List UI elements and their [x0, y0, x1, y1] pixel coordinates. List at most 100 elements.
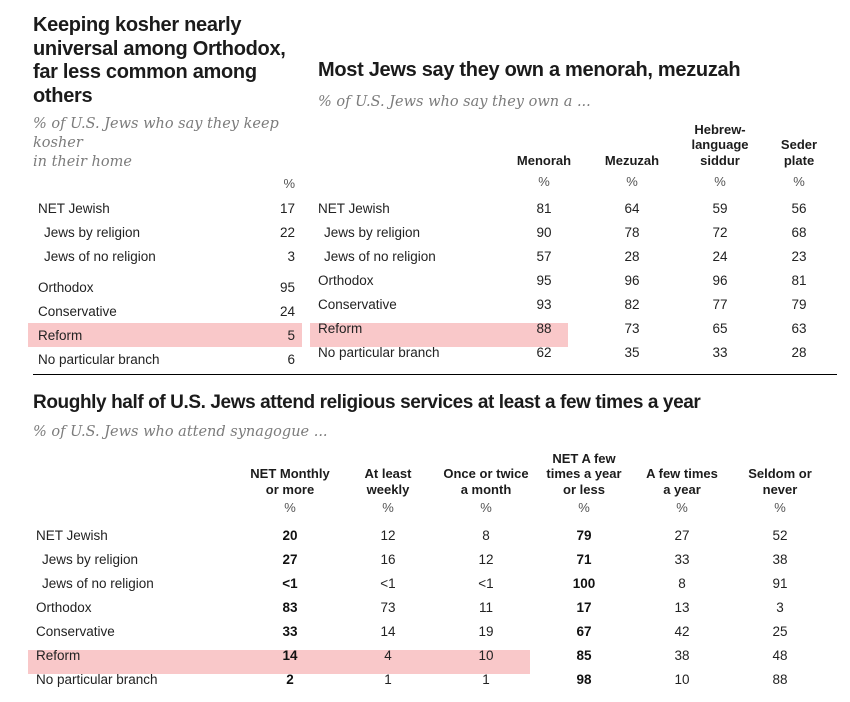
- value-cell: 52: [772, 527, 788, 543]
- value-cell: 90: [536, 224, 552, 240]
- row-label: Orthodox: [36, 599, 92, 615]
- value-cell: 72: [712, 224, 728, 240]
- ownership-column-headers: Menorah Mezuzah Hebrew- language siddur …: [310, 114, 844, 168]
- attendance-percent-row: % % % % % %: [28, 500, 829, 515]
- table-row: Orthodox 95: [28, 275, 302, 299]
- value-cell: 1: [384, 671, 392, 687]
- value-cell: 65: [712, 320, 728, 336]
- table-row: NET Jewish 81 64 59 56: [310, 196, 844, 220]
- kosher-table-subtitle: % of U.S. Jews who say they keep kosher …: [33, 116, 279, 170]
- table-row: No particular branch 6: [28, 347, 302, 371]
- percent-header: %: [676, 500, 688, 515]
- column-header: NET Monthly or more: [250, 466, 330, 497]
- table-row: Jews by religion 27 16 12 71 33 38: [28, 547, 829, 571]
- kosher-table: NET Jewish 17 Jews by religion 22 Jews o…: [28, 196, 302, 371]
- value-cell: 100: [572, 575, 596, 591]
- value-cell: <1: [282, 575, 298, 591]
- value-cell: 95: [536, 272, 552, 288]
- value-cell: 4: [384, 647, 392, 663]
- value-cell: 20: [282, 527, 298, 543]
- percent-header: %: [538, 174, 550, 189]
- row-label: Conservative: [36, 623, 115, 639]
- kosher-reform-highlight: [28, 323, 302, 347]
- column-header: Mezuzah: [604, 152, 660, 168]
- table-row: Jews by religion 22: [28, 220, 302, 244]
- value-cell: 11: [478, 599, 493, 615]
- table-row: Jews of no religion 57 28 24 23: [310, 244, 844, 268]
- value-cell: 14: [380, 623, 396, 639]
- column-header: Once or twice a month: [443, 466, 529, 497]
- table-row: NET Jewish 20 12 8 79 27 52: [28, 523, 829, 547]
- value-cell: 6: [287, 351, 295, 367]
- row-label: Conservative: [318, 296, 397, 312]
- value-cell: 38: [772, 551, 788, 567]
- row-label: Conservative: [38, 303, 117, 319]
- row-label: NET Jewish: [38, 200, 110, 216]
- ownership-reform-highlight: [310, 323, 568, 347]
- value-cell: 98: [576, 671, 592, 687]
- table-row: No particular branch 2 1 1 98 10 88: [28, 667, 829, 691]
- value-cell: 33: [674, 551, 690, 567]
- table-row: Conservative 24: [28, 299, 302, 323]
- row-label: Reform: [38, 327, 83, 343]
- table-row: NET Jewish 17: [28, 196, 302, 220]
- value-cell: 42: [674, 623, 690, 639]
- value-cell: 27: [282, 551, 298, 567]
- column-header: Seder plate: [780, 137, 818, 168]
- value-cell: 81: [536, 200, 552, 216]
- value-cell: 57: [536, 248, 552, 264]
- value-cell: 16: [380, 551, 396, 567]
- value-cell: 24: [279, 303, 295, 319]
- row-label: Jews by religion: [324, 224, 421, 240]
- value-cell: 2: [286, 671, 294, 687]
- table-row: Jews by religion 90 78 72 68: [310, 220, 844, 244]
- row-label: Reform: [318, 320, 363, 336]
- attendance-table: NET Jewish 20 12 8 79 27 52 Jews by reli…: [28, 523, 829, 691]
- row-label: Orthodox: [318, 272, 374, 288]
- value-cell: 79: [576, 527, 592, 543]
- value-cell: 27: [674, 527, 690, 543]
- table-row: Jews of no religion <1 <1 <1 100 8 91: [28, 571, 829, 595]
- column-header: At least weekly: [364, 466, 412, 497]
- value-cell: 33: [282, 623, 298, 639]
- attendance-column-headers: NET Monthly or more At least weekly Once…: [28, 447, 829, 497]
- percent-header: %: [382, 500, 394, 515]
- value-cell: 73: [380, 599, 396, 615]
- value-cell: 64: [624, 200, 640, 216]
- value-cell: 17: [576, 599, 592, 615]
- percent-header: %: [714, 174, 726, 189]
- value-cell: 23: [791, 248, 807, 264]
- value-cell: 12: [380, 527, 396, 543]
- percent-header: %: [793, 174, 805, 189]
- table-row: Conservative 33 14 19 67 42 25: [28, 619, 829, 643]
- value-cell: 3: [776, 599, 784, 615]
- row-label: No particular branch: [36, 671, 158, 687]
- value-cell: 22: [279, 224, 295, 240]
- value-cell: 79: [791, 296, 807, 312]
- value-cell: 3: [287, 248, 295, 264]
- value-cell: 91: [772, 575, 788, 591]
- value-cell: 28: [791, 344, 807, 360]
- value-cell: 56: [791, 200, 807, 216]
- column-header: Menorah: [516, 152, 572, 168]
- percent-header: %: [578, 500, 590, 515]
- value-cell: 1: [482, 671, 490, 687]
- column-header: Seldom or never: [748, 466, 812, 497]
- value-cell: 8: [482, 527, 490, 543]
- value-cell: 85: [576, 647, 592, 663]
- table-row-reform: Reform 88 73 65 63: [310, 316, 844, 340]
- value-cell: 13: [674, 599, 690, 615]
- row-label: NET Jewish: [36, 527, 108, 543]
- value-cell: 62: [536, 344, 552, 360]
- percent-header: %: [774, 500, 786, 515]
- row-label: NET Jewish: [318, 200, 390, 216]
- value-cell: 96: [624, 272, 640, 288]
- value-cell: <1: [478, 575, 494, 591]
- percent-header: %: [480, 500, 492, 515]
- value-cell: 67: [576, 623, 592, 639]
- table-row: No particular branch 62 35 33 28: [310, 340, 844, 364]
- row-label: Jews of no religion: [324, 248, 436, 264]
- value-cell: 14: [282, 647, 298, 663]
- kosher-table-title: Keeping kosher nearly universal among Or…: [33, 14, 286, 107]
